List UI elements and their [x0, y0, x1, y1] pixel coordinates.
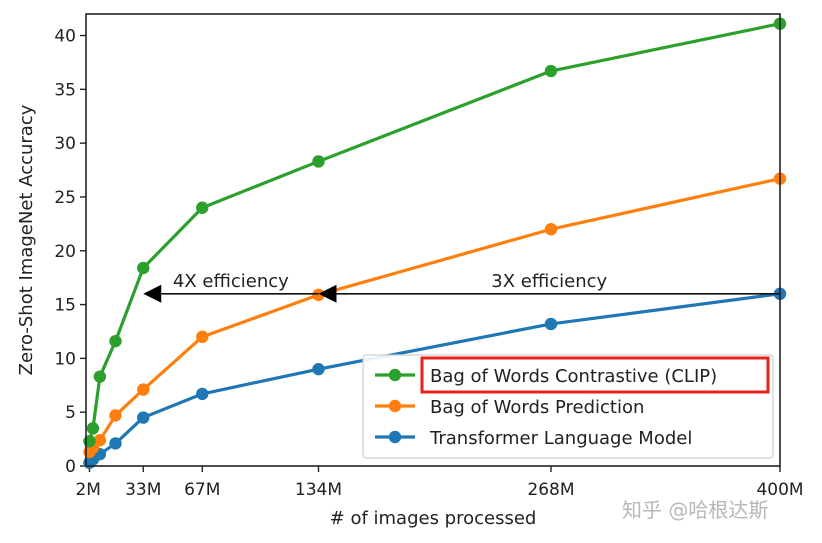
plot-frame [85, 13, 781, 467]
data-point [83, 435, 96, 448]
legend-swatch-marker [388, 430, 402, 444]
y-tick-label: 30 [54, 134, 76, 154]
y-tick-label: 15 [54, 296, 76, 316]
y-tick-label: 25 [54, 188, 76, 208]
legend-label: Transformer Language Model [429, 428, 692, 449]
annotations: 4X efficiency 3X efficiency [143, 271, 780, 303]
x-tick-label: 2M [75, 480, 100, 500]
data-point [196, 387, 209, 401]
data-point [86, 422, 100, 435]
x-tick-label: 67M [184, 480, 220, 500]
x-tick-label: 134M [295, 480, 342, 500]
x-tick-label: 33M [125, 480, 161, 500]
y-axis-ticks: 0 5 10 15 20 25 30 35 40 [54, 27, 86, 477]
data-point [109, 437, 122, 450]
data-point [544, 317, 558, 331]
series-layer [83, 17, 787, 469]
data-point [109, 334, 122, 348]
y-tick-label: 20 [54, 242, 76, 262]
y-tick-label: 5 [65, 403, 76, 423]
legend-swatch-marker [388, 368, 402, 382]
data-point [137, 383, 150, 396]
data-point [109, 409, 122, 422]
data-point [196, 330, 209, 344]
legend: Bag of Words Contrastive (CLIP) Bag of Wo… [362, 354, 774, 459]
legend-swatch-marker [388, 399, 402, 413]
efficiency-arrowhead [318, 284, 337, 303]
legend-box [362, 354, 774, 459]
efficiency-label: 3X efficiency [491, 271, 607, 292]
y-tick-label: 10 [54, 349, 76, 369]
y-tick-label: 35 [54, 80, 76, 100]
x-axis-label: # of images processed [330, 508, 537, 529]
legend-label: Bag of Words Contrastive (CLIP) [430, 366, 717, 387]
efficiency-arrowhead [143, 284, 162, 303]
x-axis-ticks: 2M 33M 67M 134M 268M 400M [75, 466, 804, 500]
x-tick-label: 268M [527, 480, 574, 500]
data-point [137, 261, 150, 275]
y-tick-label: 0 [65, 457, 76, 477]
data-point [544, 64, 558, 78]
efficiency-label: 4X efficiency [173, 271, 289, 292]
data-point [196, 201, 209, 214]
data-point [137, 411, 150, 424]
data-point [93, 433, 107, 447]
data-point [312, 288, 325, 302]
watermark: 知乎 @哈根达斯 [622, 498, 768, 522]
y-axis-label: Zero-Shot ImageNet Accuracy [16, 104, 37, 375]
legend-highlight-box [420, 356, 770, 394]
y-tick-label: 40 [54, 27, 76, 47]
data-point [312, 362, 325, 376]
data-point [312, 155, 325, 168]
data-point [544, 223, 558, 236]
data-point [93, 370, 107, 383]
legend-label: Bag of Words Prediction [430, 397, 644, 418]
x-tick-label: 400M [756, 480, 803, 500]
